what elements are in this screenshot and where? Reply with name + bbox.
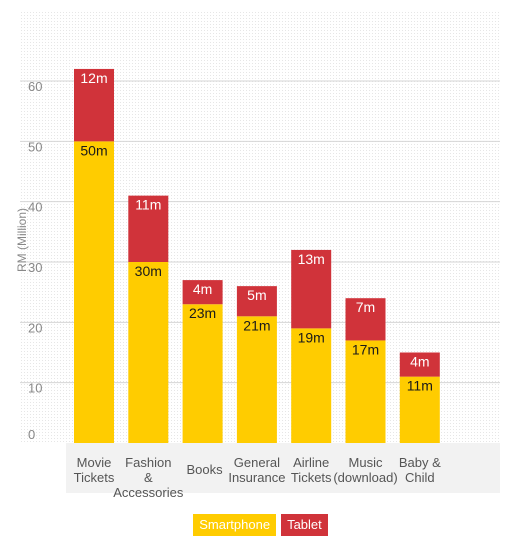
category-label: Tickets (74, 470, 115, 485)
legend-item-tablet[interactable]: Tablet (281, 514, 328, 536)
bar-label-tablet: 12m (80, 70, 107, 86)
category-label: Movie (77, 455, 112, 470)
bar-smartphone (345, 340, 386, 443)
legend-item-smartphone[interactable]: Smartphone (193, 514, 277, 536)
category-label: Music (349, 455, 383, 470)
category-label: (download) (333, 470, 397, 485)
bars: 50m 12m 30m 11m 23m 4m 21m 5m 19m 13m 17m 7m 11m 4m (74, 68, 440, 444)
bar-tablet (182, 280, 223, 305)
y-axis-label: RM (Million) (15, 208, 29, 272)
bar-label-tablet: 7m (356, 299, 375, 315)
category-label: & (144, 470, 153, 485)
bar-label-smartphone: 17m (352, 341, 379, 357)
bar-label-smartphone: 19m (298, 329, 325, 345)
y-tick-label: 0 (28, 427, 35, 442)
bar-tablet (128, 195, 169, 262)
bar-label-smartphone: 23m (189, 305, 216, 321)
category-label: Tickets (291, 470, 332, 485)
category-label: Airline (293, 455, 329, 470)
bar-tablet (345, 298, 386, 341)
category-label: Fashion (125, 455, 171, 470)
category-label: Baby & (399, 455, 441, 470)
category-label: General (234, 455, 280, 470)
y-tick-label: 30 (28, 260, 42, 275)
y-axis-ticks: 0 10 20 30 40 50 60 (28, 79, 42, 442)
bar-label-tablet: 11m (135, 197, 161, 213)
bar-tablet (236, 286, 277, 317)
bar-label-smartphone: 11m (407, 378, 433, 394)
y-tick-label: 20 (28, 320, 42, 335)
legend: Smartphone Tablet (0, 514, 521, 536)
bar-label-smartphone: 30m (135, 263, 162, 279)
bar-tablet (74, 68, 114, 142)
category-label: Accessories (113, 485, 184, 500)
y-tick-label: 10 (28, 381, 42, 396)
bar-label-smartphone: 50m (80, 142, 107, 158)
category-label: Insurance (228, 470, 285, 485)
bar-smartphone (74, 141, 114, 444)
bar-smartphone (291, 328, 332, 443)
category-band (66, 443, 500, 493)
bar-label-smartphone: 21m (243, 317, 270, 333)
bar-label-tablet: 4m (410, 354, 429, 370)
bar-smartphone (128, 262, 169, 443)
category-label: Child (405, 470, 435, 485)
y-tick-label: 50 (28, 139, 42, 154)
bar-label-tablet: 13m (298, 251, 325, 267)
bar-label-tablet: 4m (193, 281, 212, 297)
bar-smartphone (182, 304, 223, 443)
bar-smartphone (399, 376, 440, 443)
bar-label-tablet: 5m (247, 287, 266, 303)
bar-tablet (399, 352, 440, 377)
y-tick-label: 40 (28, 200, 42, 215)
category-label: Books (187, 462, 224, 477)
bar-smartphone (236, 316, 277, 443)
bar-tablet (291, 249, 332, 329)
y-tick-label: 60 (28, 79, 42, 94)
